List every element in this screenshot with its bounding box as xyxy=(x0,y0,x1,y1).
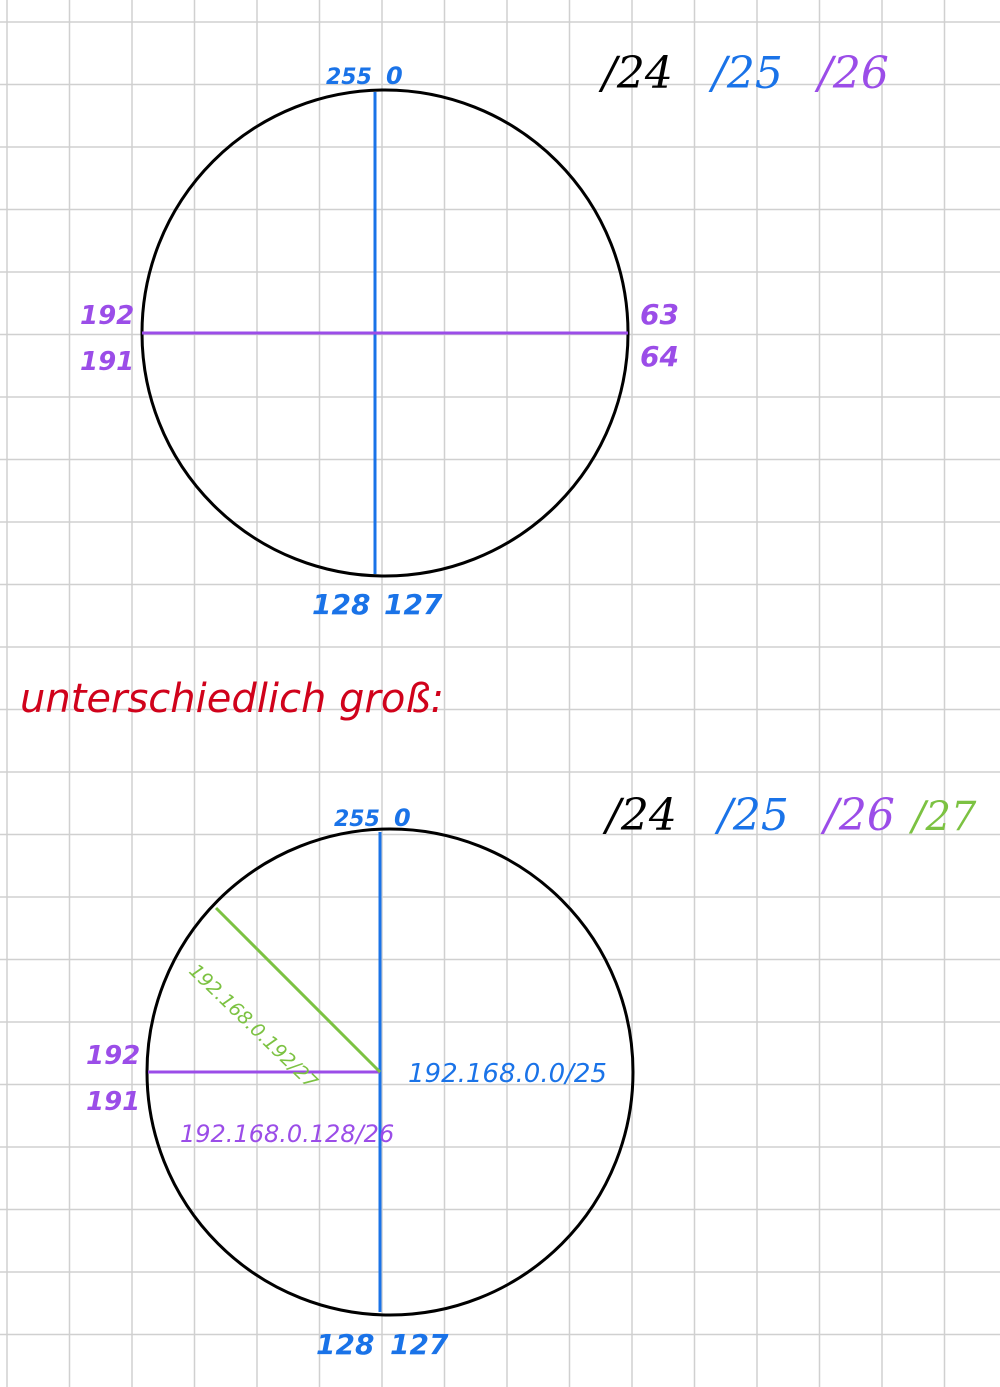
bottom-right-value: 127 xyxy=(384,588,443,621)
left-upper-value-b: 192 xyxy=(86,1041,140,1071)
top-right-value: 0 xyxy=(386,62,403,90)
subnet-25-label: 192.168.0.0/25 xyxy=(408,1059,607,1089)
top-left-value-b: 255 xyxy=(334,807,380,832)
left-lower-value: 191 xyxy=(80,347,134,377)
bottom-left-value: 128 xyxy=(312,588,370,621)
bottom-left-value-b: 128 xyxy=(316,1328,374,1361)
circle-24-b xyxy=(145,827,635,1317)
right-upper-value: 63 xyxy=(640,298,679,331)
left-lower-value-b: 191 xyxy=(86,1087,140,1117)
prefix-24-label-b: /24 xyxy=(602,790,677,841)
prefix-25-label-b: /25 xyxy=(714,790,789,841)
top-right-value-b: 0 xyxy=(394,804,411,832)
right-lower-value: 64 xyxy=(640,340,679,373)
prefix-26-label-b: /26 xyxy=(820,790,895,841)
diagram-2: /24 /25 /26 /27 255 0 128 127 192 191 19… xyxy=(86,790,977,1361)
section-heading: unterschiedlich groß: xyxy=(20,676,444,722)
bottom-right-value-b: 127 xyxy=(390,1328,449,1361)
prefix-24-label: /24 xyxy=(598,48,673,99)
top-left-value: 255 xyxy=(326,65,372,90)
prefix-26-label: /26 xyxy=(814,48,889,99)
subnet-26-label: 192.168.0.128/26 xyxy=(180,1120,394,1148)
split-27-line-b xyxy=(214,906,382,1074)
diagram-1: /24 /25 /26 255 0 128 127 192 191 63 64 xyxy=(80,48,889,621)
left-upper-value: 192 xyxy=(80,301,134,331)
prefix-25-label: /25 xyxy=(708,48,783,99)
prefix-27-label-b: /27 xyxy=(908,794,977,840)
